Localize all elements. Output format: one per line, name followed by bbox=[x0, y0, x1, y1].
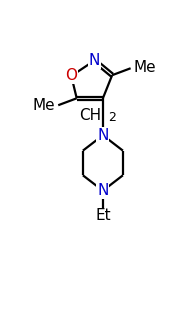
Text: 2: 2 bbox=[108, 111, 116, 124]
Text: CH: CH bbox=[79, 108, 101, 123]
Text: Me: Me bbox=[134, 60, 156, 75]
Text: N: N bbox=[97, 128, 108, 143]
Text: O: O bbox=[65, 69, 77, 84]
Text: N: N bbox=[89, 53, 100, 68]
Text: Et: Et bbox=[95, 208, 111, 223]
Text: Me: Me bbox=[32, 98, 55, 113]
Text: N: N bbox=[97, 183, 108, 198]
